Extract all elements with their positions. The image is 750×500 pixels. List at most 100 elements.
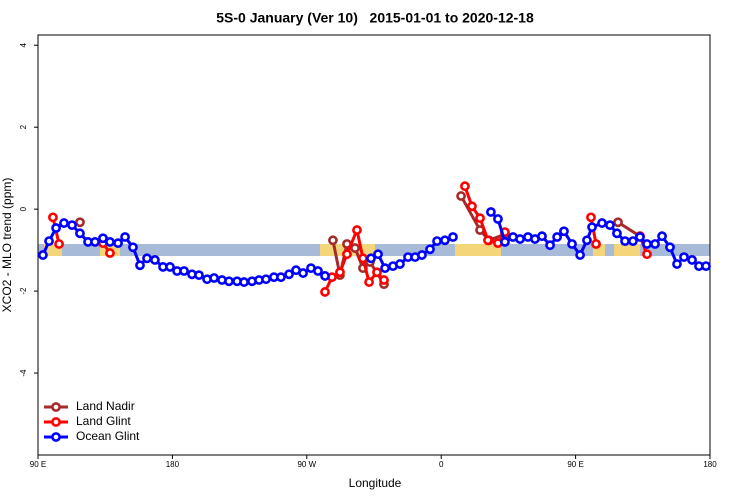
data-point [679,252,689,262]
chart-title: 5S-0 January (Ver 10) 2015-01-01 to 2020… [216,10,534,26]
data-point [483,235,493,246]
data-point [239,277,249,287]
data-point [448,232,458,242]
data-point [635,232,645,242]
data-point [44,236,54,247]
data-point [650,239,660,249]
data-point [665,242,675,253]
data-point [425,244,435,255]
data-point [597,218,607,228]
x-tick-label: 0 [439,460,444,469]
data-point [701,261,711,272]
data-point [591,239,601,249]
legend-label: Land Glint [76,414,131,428]
data-point [67,220,77,231]
data-point [224,276,234,287]
data-point [298,268,308,278]
legend-label: Ocean Glint [76,429,140,443]
data-point [335,267,345,278]
data-point [358,253,368,264]
legend-label: Land Nadir [76,399,135,413]
data-point [582,235,592,246]
data-point [51,223,61,233]
data-point [380,263,390,274]
data-point [38,250,48,260]
land-patch [455,244,501,256]
x-tick-label: 180 [703,460,717,469]
data-point [456,191,466,201]
data-point [372,267,382,278]
data-point [373,249,383,260]
data-point [515,234,525,244]
data-point [209,273,219,283]
data-point [135,260,145,271]
data-point [657,231,667,242]
data-point [75,228,85,239]
data-point [320,287,330,297]
data-point [620,236,630,247]
data-point [586,212,596,223]
x-tick-label: 180 [166,460,180,469]
data-point [500,237,510,247]
data-point [687,255,697,265]
legend-marker [51,417,61,427]
data-point [559,226,569,237]
data-point [54,239,64,249]
data-point [150,255,160,265]
data-point [417,250,427,260]
data-point [440,235,450,246]
x-tick-label: 90 E [30,460,46,469]
data-point [672,259,682,269]
data-point [537,231,547,242]
land-patch [614,244,640,256]
data-point [128,242,138,253]
plot-frame [37,34,711,456]
data-point [467,201,477,212]
data-point [284,269,294,280]
data-point [313,266,323,276]
y-tick-label: 2 [19,124,28,129]
data-point [493,214,503,224]
data-point [486,207,496,217]
data-point [75,217,85,228]
data-point [276,272,286,283]
legend-marker [51,402,61,412]
data-point [320,271,330,281]
data-point [350,243,360,253]
data-point [605,220,615,231]
y-tick-label: -4 [19,369,28,377]
data-point [105,248,115,258]
data-point [366,253,376,264]
y-tick-label: 4 [19,42,28,47]
data-point [575,250,585,260]
data-point [432,236,442,247]
data-point [545,240,555,251]
data-point [194,270,204,281]
x-tick-label: 90 E [567,460,583,469]
data-point [120,232,130,242]
data-point [261,274,271,285]
y-tick-label: -2 [19,287,28,295]
data-point [587,222,597,233]
data-point [59,218,69,228]
data-point [98,233,108,244]
data-point [475,213,485,224]
data-point [567,239,577,249]
data-point [90,237,100,247]
data-point [379,275,389,285]
data-point [352,225,362,235]
data-point [342,249,352,260]
legend-marker [51,432,61,442]
data-point [395,259,405,269]
data-point [642,249,652,260]
y-tick-label: 0 [19,206,28,211]
data-point [613,217,623,228]
data-point [179,266,189,276]
data-point [165,262,175,272]
data-point [105,237,115,247]
data-point [612,228,622,239]
data-point [142,253,152,264]
data-point [642,239,652,249]
data-point [364,277,374,287]
